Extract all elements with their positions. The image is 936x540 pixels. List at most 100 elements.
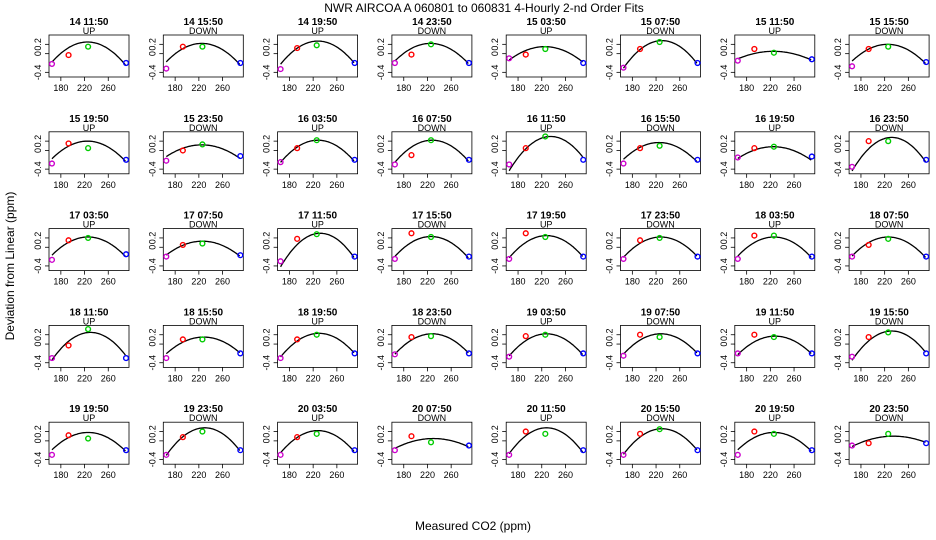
x-tick-label: 260 — [101, 277, 116, 287]
data-point — [620, 64, 627, 71]
y-tick-label: -0.4 — [833, 65, 843, 81]
panel-title: 16 07:50 — [412, 114, 452, 125]
data-point — [865, 138, 872, 145]
x-tick-label: 180 — [53, 277, 68, 287]
panel-title: 17 15:50 — [412, 211, 452, 222]
data-point — [163, 354, 170, 362]
x-tick-label: 260 — [444, 470, 459, 480]
y-tick-label: 0 — [490, 245, 500, 250]
panel-title: 17 03:50 — [69, 211, 109, 222]
panel-title: 16 15:50 — [641, 114, 681, 125]
panel-title: 20 19:50 — [755, 404, 795, 415]
panel-direction: DOWN — [418, 413, 447, 423]
x-tick-label: 260 — [787, 83, 802, 93]
data-point — [885, 43, 892, 50]
data-point — [865, 440, 872, 447]
data-point — [620, 451, 627, 458]
data-point — [351, 253, 358, 260]
x-tick-label: 220 — [306, 277, 321, 287]
x-tick-label: 220 — [534, 83, 549, 93]
data-point — [522, 51, 529, 58]
y-tick-label: -0.4 — [147, 258, 157, 274]
y-tick-label: 0.2 — [605, 328, 615, 341]
data-point — [636, 430, 644, 437]
panel-title: 15 19:50 — [69, 114, 109, 125]
x-tick-label: 260 — [215, 180, 230, 190]
panel-direction: UP — [311, 26, 324, 36]
y-tick-label: 0 — [33, 51, 43, 56]
panel-title: 15 03:50 — [526, 17, 566, 28]
x-tick-label: 260 — [215, 277, 230, 287]
data-point — [179, 434, 186, 441]
x-tick-label: 180 — [853, 373, 868, 383]
panel-title: 16 19:50 — [755, 114, 795, 125]
panel-title: 18 19:50 — [298, 307, 338, 318]
panel-title: 14 15:50 — [184, 17, 224, 28]
fit-curve — [165, 240, 241, 257]
y-tick-label: 0.2 — [833, 135, 843, 148]
x-tick-label: 260 — [101, 83, 116, 93]
x-tick-label: 260 — [329, 180, 344, 190]
y-tick-label: -0.4 — [490, 258, 500, 274]
data-point — [542, 133, 549, 140]
y-tick-label: -0.4 — [376, 65, 386, 81]
x-tick-label: 220 — [877, 373, 892, 383]
data-point — [808, 350, 815, 357]
data-point — [542, 45, 549, 53]
y-tick-label: -0.4 — [33, 452, 43, 468]
panel-title: 16 11:50 — [527, 114, 566, 125]
panel-direction: DOWN — [875, 413, 904, 423]
panel-direction: UP — [540, 220, 553, 230]
fit-curve — [851, 236, 926, 258]
data-point — [163, 451, 170, 458]
fit-curve — [508, 333, 584, 357]
panel-direction: UP — [311, 413, 324, 423]
data-point — [885, 430, 892, 437]
data-point — [848, 253, 856, 260]
panel-frame — [277, 34, 359, 78]
panel-title: 19 03:50 — [526, 307, 566, 318]
fit-curve — [51, 41, 126, 66]
panel-title: 20 11:50 — [527, 404, 566, 415]
x-axis-label: Measured CO2 (ppm) — [415, 519, 531, 533]
data-point — [522, 333, 529, 340]
y-tick-label: 0.2 — [262, 232, 272, 245]
panel-title: 16 23:50 — [869, 114, 909, 125]
data-point — [848, 163, 856, 170]
x-tick-label: 260 — [101, 470, 116, 480]
fit-curve — [508, 135, 584, 172]
data-point — [694, 253, 701, 260]
data-point — [179, 241, 186, 249]
x-tick-label: 220 — [534, 277, 549, 287]
data-point — [770, 430, 778, 437]
panel-title: 20 23:50 — [869, 404, 909, 415]
y-tick-label: 0.2 — [490, 425, 500, 438]
x-tick-label: 180 — [511, 277, 526, 287]
data-point — [199, 43, 206, 50]
x-tick-label: 220 — [77, 83, 92, 93]
data-point — [734, 451, 741, 458]
x-tick-label: 180 — [282, 83, 297, 93]
fit-curve — [280, 232, 355, 268]
data-point — [865, 241, 872, 249]
x-tick-label: 180 — [853, 277, 868, 287]
data-point — [179, 336, 186, 343]
y-tick-label: 0 — [376, 438, 386, 443]
y-tick-label: 0.2 — [490, 328, 500, 341]
data-point — [351, 156, 358, 163]
y-tick-label: 0.2 — [490, 232, 500, 245]
data-point — [656, 38, 663, 46]
data-point — [122, 59, 130, 67]
data-point — [923, 440, 930, 447]
data-point — [848, 353, 856, 360]
data-point — [199, 240, 206, 247]
y-tick-label: 0.2 — [147, 328, 157, 341]
y-tick-label: -0.4 — [33, 355, 43, 371]
